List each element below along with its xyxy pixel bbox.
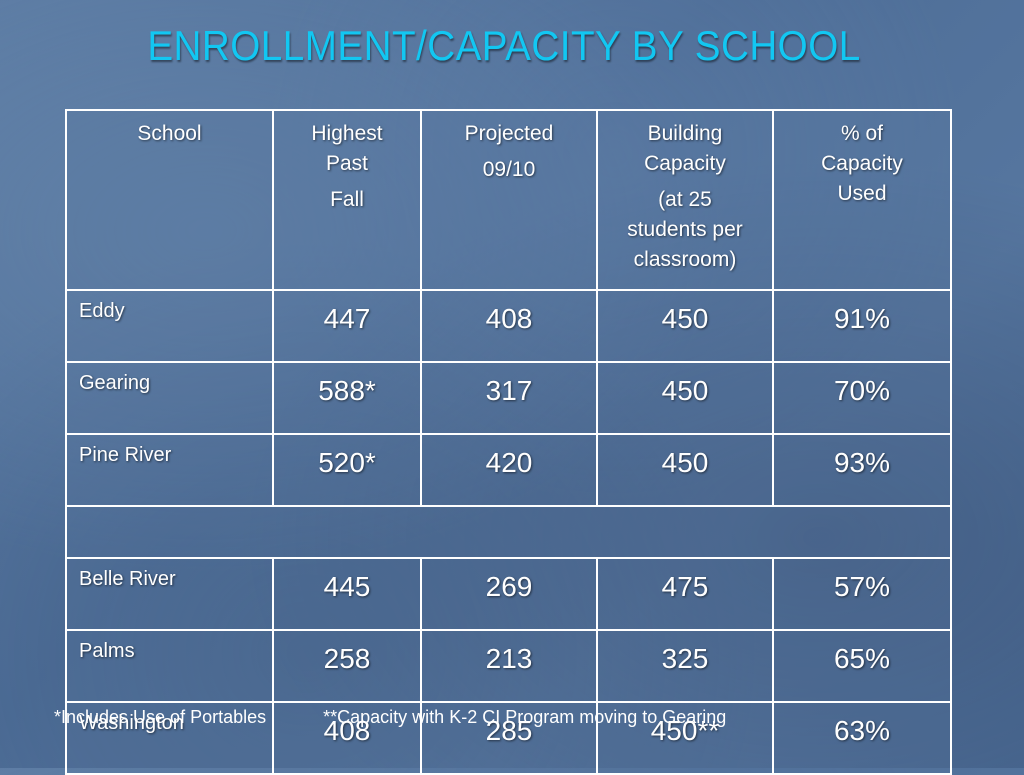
- table-row-gearing: Gearing 588* 317 450 70%: [65, 361, 952, 435]
- table-row-palms: Palms 258 213 325 65%: [65, 629, 952, 703]
- header-line: students per: [627, 218, 743, 241]
- spacer-cell: [65, 505, 952, 559]
- cell-building-capacity: 450**: [596, 701, 774, 775]
- cell-pct-capacity-used: 63%: [772, 701, 952, 775]
- cell-projected: 269: [420, 557, 598, 631]
- header-line: Capacity: [644, 152, 726, 175]
- cell-school: Pine River: [65, 433, 274, 507]
- cell-projected: 213: [420, 629, 598, 703]
- header-pct-capacity-used: % of Capacity Used: [772, 109, 952, 291]
- table-spacer-row: [65, 505, 952, 559]
- cell-school: Gearing: [65, 361, 274, 435]
- cell-projected: 285: [420, 701, 598, 775]
- header-line: (at 25: [658, 188, 712, 211]
- footnote-portables: *Includes Use of Portables: [54, 707, 267, 727]
- cell-highest-past-fall: 408: [272, 701, 422, 775]
- header-school: School: [65, 109, 274, 291]
- table-row-eddy: Eddy 447 408 450 91%: [65, 289, 952, 363]
- header-projected: Projected 09/10: [420, 109, 598, 291]
- cell-projected: 317: [420, 361, 598, 435]
- cell-building-capacity: 450: [596, 433, 774, 507]
- footnotes: *Includes Use of Portables **Capacity wi…: [54, 707, 726, 728]
- table-header-row: School Highest Past Fall Projected 09/10…: [65, 109, 952, 291]
- header-line: Capacity: [821, 152, 903, 175]
- footnote-capacity: **Capacity with K-2 CI Program moving to…: [323, 707, 727, 727]
- cell-pct-capacity-used: 57%: [772, 557, 952, 631]
- cell-school: Palms: [65, 629, 274, 703]
- header-line: classroom): [633, 248, 737, 271]
- header-line: Projected: [464, 122, 554, 145]
- table-row-pine-river: Pine River 520* 420 450 93%: [65, 433, 952, 507]
- header-line: Building: [647, 122, 723, 145]
- cell-highest-past-fall: 520*: [272, 433, 422, 507]
- cell-building-capacity: 450: [596, 289, 774, 363]
- header-line: % of: [840, 122, 884, 145]
- slide-title: ENROLLMENT/CAPACITY BY SCHOOL: [147, 22, 861, 69]
- cell-building-capacity: 450: [596, 361, 774, 435]
- header-highest-past-fall: Highest Past Fall: [272, 109, 422, 291]
- header-line: Highest: [311, 122, 383, 145]
- cell-pct-capacity-used: 93%: [772, 433, 952, 507]
- cell-highest-past-fall: 445: [272, 557, 422, 631]
- table-row-washington: Washington 408 285 450** 63%: [65, 701, 952, 775]
- header-line: School: [137, 122, 202, 145]
- header-line: Fall: [330, 188, 364, 211]
- cell-projected: 420: [420, 433, 598, 507]
- enrollment-table-container: School Highest Past Fall Projected 09/10…: [65, 109, 952, 775]
- header-line: 09/10: [482, 158, 536, 181]
- cell-projected: 408: [420, 289, 598, 363]
- cell-building-capacity: 325: [596, 629, 774, 703]
- cell-building-capacity: 475: [596, 557, 774, 631]
- cell-pct-capacity-used: 65%: [772, 629, 952, 703]
- header-line: Past: [325, 152, 369, 175]
- cell-pct-capacity-used: 70%: [772, 361, 952, 435]
- cell-pct-capacity-used: 91%: [772, 289, 952, 363]
- cell-highest-past-fall: 258: [272, 629, 422, 703]
- cell-school: Eddy: [65, 289, 274, 363]
- cell-highest-past-fall: 447: [272, 289, 422, 363]
- table-row-belle-river: Belle River 445 269 475 57%: [65, 557, 952, 631]
- cell-school: Belle River: [65, 557, 274, 631]
- cell-school: Washington: [65, 701, 274, 775]
- cell-highest-past-fall: 588*: [272, 361, 422, 435]
- header-building-capacity: Building Capacity (at 25 students per cl…: [596, 109, 774, 291]
- enrollment-table: School Highest Past Fall Projected 09/10…: [65, 109, 952, 775]
- header-line: Used: [837, 182, 887, 205]
